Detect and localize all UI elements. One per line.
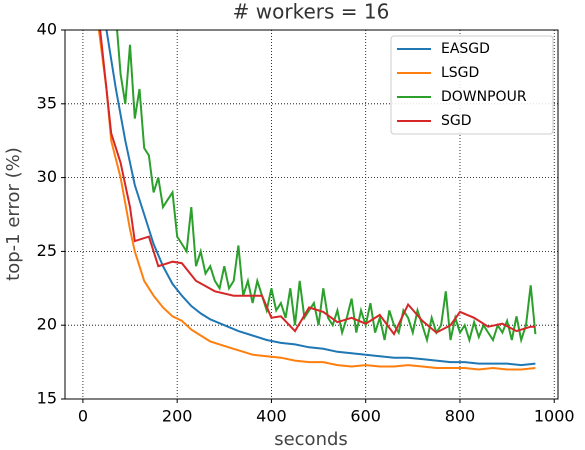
y-tick-label: 25	[37, 241, 57, 260]
legend-label: LSGD	[441, 65, 479, 81]
plot-frame	[64, 29, 559, 400]
legend-box	[390, 35, 554, 135]
plot-area	[97, 30, 537, 371]
legend-label: SGD	[441, 113, 472, 129]
series-line	[116, 30, 537, 344]
x-tick-label: 0	[78, 407, 88, 426]
series-line	[105, 30, 536, 367]
x-tick-label: 200	[162, 407, 193, 426]
series-line	[97, 30, 536, 371]
y-tick-label: 20	[37, 315, 57, 334]
chart-title: # workers = 16	[233, 0, 390, 24]
y-tick-label: 30	[37, 167, 57, 186]
x-axis-label: seconds	[274, 429, 348, 450]
series-line	[99, 30, 536, 337]
y-tick-label: 15	[37, 389, 57, 408]
y-axis-label: top-1 error (%)	[3, 147, 24, 281]
y-tick-label: 40	[37, 20, 57, 39]
x-tick-label: 800	[445, 407, 476, 426]
legend-label: DOWNPOUR	[441, 89, 527, 105]
x-tick-label: 400	[256, 407, 287, 426]
y-tick-label: 35	[37, 93, 57, 112]
x-tick-label: 1000	[534, 407, 575, 426]
legend-label: EASGD	[441, 41, 490, 57]
x-tick-label: 600	[350, 407, 381, 426]
